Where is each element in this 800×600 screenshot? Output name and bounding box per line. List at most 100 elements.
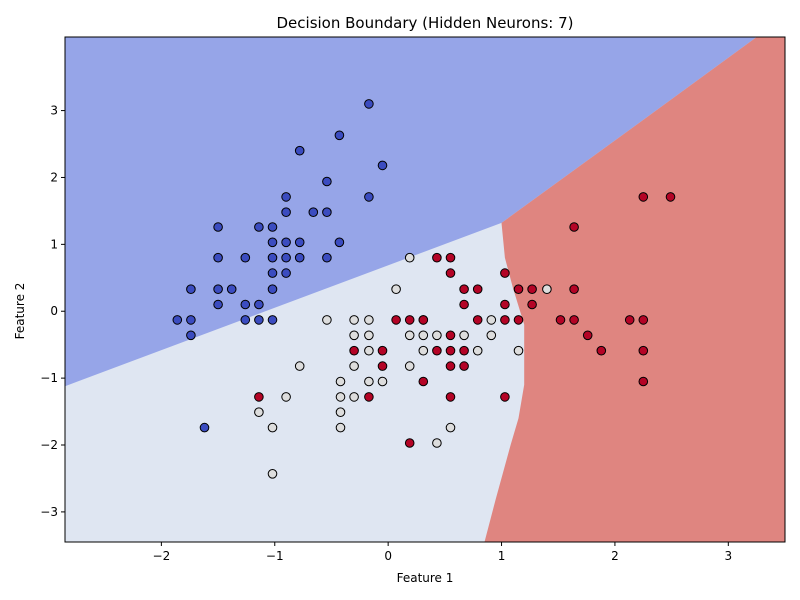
data-point-class-2 [555,315,566,325]
data-point-class-0 [294,145,305,156]
data-point-class-1 [459,330,469,341]
data-point-class-0 [267,284,278,295]
data-point-class-0 [267,222,278,232]
data-point-class-0 [294,252,305,263]
data-point-class-1 [364,330,374,341]
data-point-class-2 [638,376,649,387]
data-point-class-2 [459,361,469,371]
data-point-class-1 [364,345,374,356]
data-point-class-1 [418,330,429,341]
data-point-class-1 [349,330,359,341]
data-point-class-2 [638,345,649,356]
data-point-class-2 [500,268,510,278]
data-point-class-1 [513,345,524,356]
data-point-class-2 [638,192,649,202]
data-point-class-0 [213,284,223,295]
data-point-class-1 [486,315,497,325]
data-point-class-2 [377,361,388,371]
data-point-class-0 [322,176,332,187]
data-point-class-2 [500,315,510,325]
data-point-class-1 [404,361,415,371]
data-point-class-0 [334,237,345,248]
x-tick-label: 3 [724,549,732,563]
data-point-class-2 [665,192,676,202]
data-point-class-2 [500,299,510,310]
data-point-class-0 [281,237,291,248]
y-tick-label: 3 [50,104,58,118]
chart-title: Decision Boundary (Hidden Neurons: 7) [277,14,574,32]
data-point-class-0 [308,207,319,217]
data-point-class-0 [281,192,291,202]
data-point-class-2 [527,299,537,310]
data-point-class-0 [334,130,345,141]
region-class-2 [484,37,785,542]
data-point-class-2 [445,392,456,402]
x-axis-label: Feature 1 [397,571,454,585]
y-tick-label: 0 [50,304,58,318]
data-point-class-2 [596,345,607,356]
y-tick-label: −1 [40,371,58,385]
y-tick-label: 2 [50,170,58,184]
data-point-class-0 [226,284,237,295]
data-point-class-2 [500,392,510,402]
data-point-class-2 [432,252,442,263]
data-point-class-1 [445,422,456,433]
data-point-class-2 [445,345,456,356]
data-point-class-0 [254,299,264,310]
data-point-class-0 [322,207,332,217]
data-point-class-1 [281,392,291,402]
data-point-class-0 [254,315,264,325]
data-point-class-0 [186,315,196,325]
data-point-class-0 [364,192,374,202]
data-point-class-0 [364,99,374,109]
data-point-class-2 [404,315,415,325]
data-point-class-2 [638,315,649,325]
data-point-class-2 [569,315,579,325]
data-point-class-0 [322,252,332,263]
data-point-class-2 [349,345,359,356]
data-point-class-1 [486,330,497,341]
data-point-class-0 [281,207,291,217]
data-point-class-2 [527,284,537,295]
data-point-class-2 [459,345,469,356]
data-point-class-1 [432,330,442,341]
data-point-class-2 [445,330,456,341]
data-point-class-2 [513,284,524,295]
data-point-class-2 [624,315,635,325]
data-point-class-0 [186,284,196,295]
x-tick-label: 1 [498,549,506,563]
data-point-class-2 [445,252,456,263]
data-point-class-1 [335,407,346,418]
decision-regions [65,37,785,542]
data-point-class-2 [472,315,483,325]
data-point-class-2 [445,361,456,371]
data-point-class-1 [335,422,346,433]
data-point-class-0 [267,268,278,278]
data-point-class-1 [267,422,278,433]
data-point-class-1 [349,392,359,402]
data-point-class-2 [391,315,401,325]
y-tick-label: 1 [50,237,58,251]
data-point-class-1 [404,252,415,263]
region-class-0 [65,37,757,387]
data-point-class-1 [472,345,483,356]
data-point-class-2 [254,392,264,402]
data-point-class-2 [432,345,442,356]
data-point-class-1 [335,376,346,387]
data-point-class-0 [267,237,278,248]
data-point-class-1 [542,284,552,295]
data-point-class-0 [213,299,223,310]
data-point-class-2 [459,299,469,310]
data-point-class-2 [445,268,456,278]
data-point-class-2 [418,315,429,325]
data-point-class-2 [364,392,374,402]
data-point-class-0 [240,252,251,263]
y-axis-label: Feature 2 [13,283,27,340]
y-tick-label: −3 [40,505,58,519]
data-point-class-0 [240,315,251,325]
data-point-class-1 [349,361,359,371]
data-point-class-2 [582,330,593,341]
data-point-class-0 [199,422,210,433]
data-point-class-0 [267,315,278,325]
data-point-class-0 [213,222,223,232]
